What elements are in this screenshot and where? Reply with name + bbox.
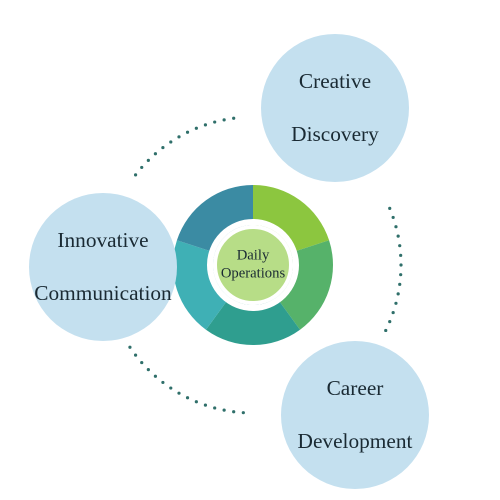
satellite-creative-discovery: Creative Discovery (261, 34, 409, 182)
hub-label-line2: Operations (221, 265, 285, 281)
satellite-label-line1: Innovative (24, 227, 181, 254)
satellite-label-line2: Discovery (281, 121, 389, 148)
satellite-career-development: Career Development (281, 341, 429, 489)
satellite-label-line2: Communication (24, 280, 181, 307)
diagram-stage: Creative Discovery Innovative Communicat… (0, 0, 500, 500)
satellite-label-line1: Career (288, 375, 423, 402)
satellite-label-line2: Development (288, 428, 423, 455)
satellite-innovative-communication: Innovative Communication (29, 193, 177, 341)
hub-label-line1: Daily (237, 247, 270, 263)
hub-label: Daily Operations (221, 247, 285, 282)
satellite-label-line1: Creative (281, 68, 389, 95)
